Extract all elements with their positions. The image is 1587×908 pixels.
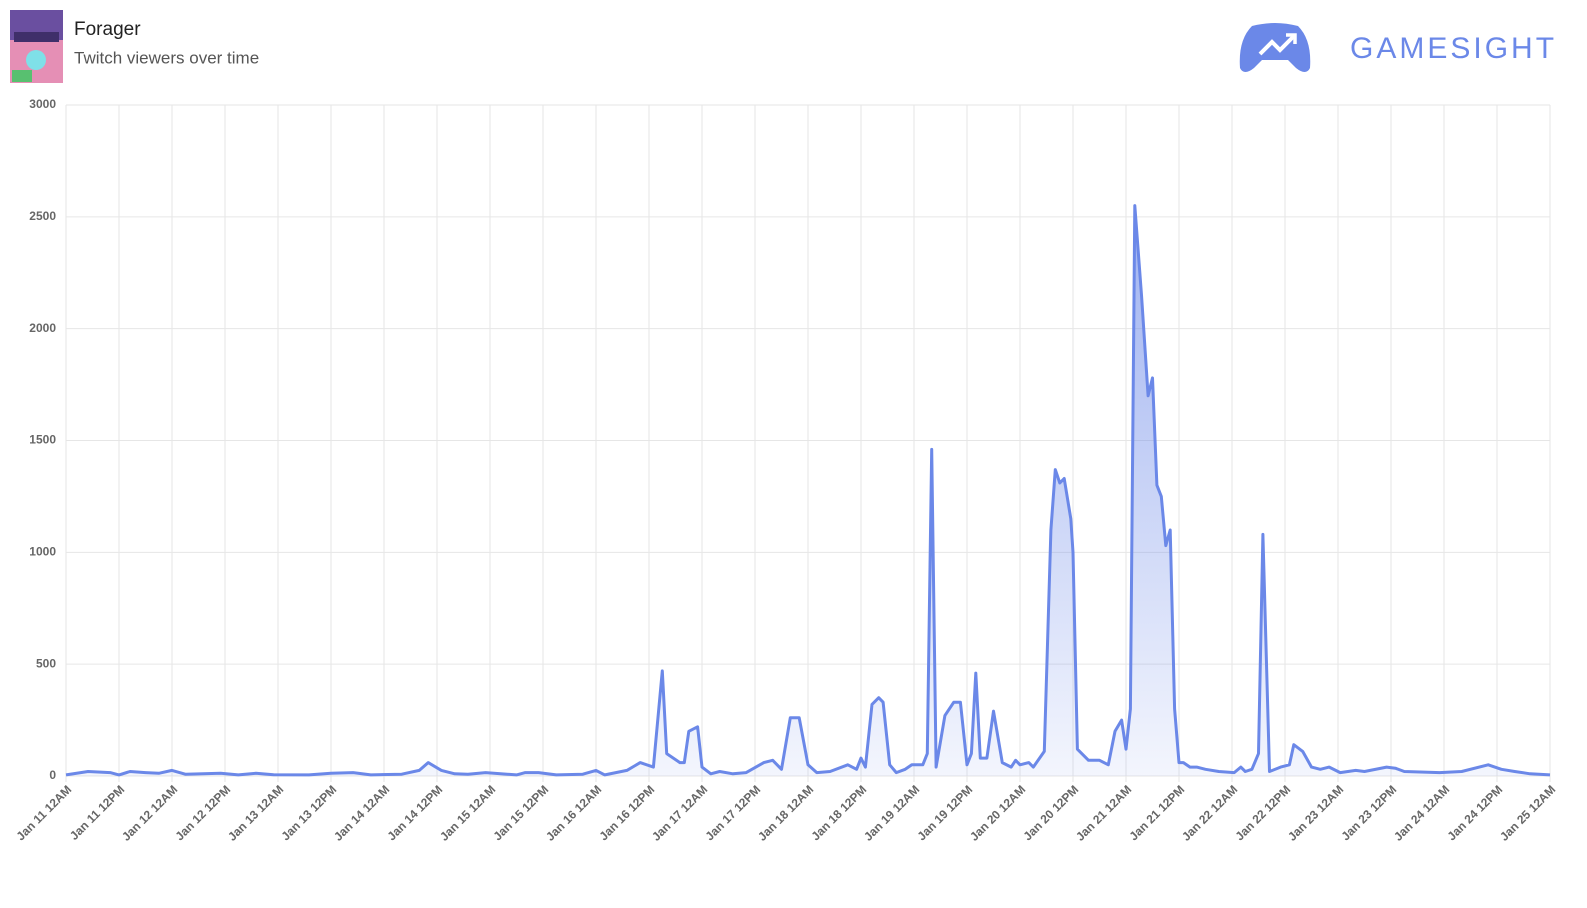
x-tick-label: Jan 12 12AM <box>119 782 180 843</box>
x-tick-label: Jan 22 12AM <box>1179 782 1240 843</box>
y-tick-label: 1000 <box>29 545 56 559</box>
x-tick-label: Jan 21 12AM <box>1073 782 1134 843</box>
x-tick-label: Jan 19 12AM <box>861 782 922 843</box>
x-tick-label: Jan 11 12AM <box>14 782 75 843</box>
y-tick-label: 2500 <box>29 209 56 223</box>
brand-name: GAMESIGHT <box>1350 32 1557 65</box>
x-tick-label: Jan 23 12AM <box>1285 782 1346 843</box>
y-tick-label: 1500 <box>29 433 56 447</box>
chart-subtitle: Twitch viewers over time <box>74 48 259 67</box>
y-tick-label: 2000 <box>29 321 56 335</box>
x-tick-label: Jan 18 12AM <box>755 782 816 843</box>
y-tick-label: 0 <box>49 768 56 782</box>
x-tick-label: Jan 20 12AM <box>967 782 1028 843</box>
x-tick-label: Jan 16 12AM <box>543 782 604 843</box>
game-title: Forager <box>74 19 141 40</box>
x-tick-label: Jan 13 12AM <box>225 782 286 843</box>
line <box>65 204 1551 777</box>
y-tick-label: 500 <box>36 656 56 670</box>
brand-logo <box>1239 23 1311 72</box>
x-tick-label: Jan 25 12AM <box>1497 782 1558 843</box>
x-tick-label: Jan 17 12AM <box>649 782 710 843</box>
x-tick-label: Jan 15 12AM <box>437 782 498 843</box>
game-icon <box>10 10 63 83</box>
x-tick-label: Jan 14 12AM <box>331 782 392 843</box>
x-tick-label: Jan 24 12AM <box>1391 782 1452 843</box>
y-tick-label: 3000 <box>29 97 56 111</box>
